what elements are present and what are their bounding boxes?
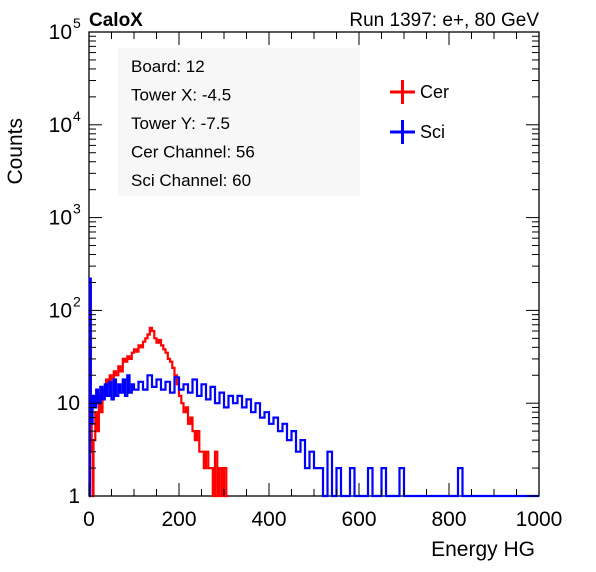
y-tick-label: 1 [68,485,80,508]
brand-label: CaloX [89,10,143,31]
legend: Cer Sci [390,80,449,144]
x-tick-label: 400 [251,508,286,531]
info-line-1: Tower X: -4.5 [131,86,231,105]
y-tick-label: 10 [49,114,72,137]
series-layer [88,277,539,498]
info-line-4: Sci Channel: 60 [131,171,251,190]
x-tick-label: 1000 [516,508,563,531]
y-tick-label-exponent: 2 [73,293,81,309]
info-box-lines: Board: 12 Tower X: -4.5 Tower Y: -7.5 Cer C… [131,57,255,190]
y-tick-label-exponent: 5 [73,15,81,31]
x-tick-labels: 0 200 400 600 800 1000 [83,508,562,531]
y-tick-label: 10 [57,392,80,415]
legend-label-sci: Sci [420,122,445,142]
legend-entry-cer: Cer [390,80,449,104]
info-box [118,48,360,196]
x-tick-label: 200 [161,508,196,531]
legend-entry-sci: Sci [390,120,445,144]
y-tick-label-exponent: 4 [73,108,81,124]
ticks-layer [88,32,540,497]
y-tick-label: 10 [49,299,72,322]
x-tick-label: 600 [341,508,376,531]
series-sci-line [88,277,539,498]
x-tick-label: 0 [83,508,95,531]
x-tick-label: 800 [431,508,466,531]
y-tick-label-exponent: 3 [73,201,81,217]
y-tick-label: 10 [49,21,72,44]
x-axis-title: Energy HG [431,538,535,561]
info-line-0: Board: 12 [131,57,205,76]
y-tick-label: 10 [49,207,72,230]
run-label: Run 1397: e+, 80 GeV [349,10,539,31]
y-axis-title: Counts [4,118,27,185]
legend-label-cer: Cer [420,82,449,102]
info-line-3: Cer Channel: 56 [131,143,255,162]
info-line-2: Tower Y: -7.5 [131,114,230,133]
